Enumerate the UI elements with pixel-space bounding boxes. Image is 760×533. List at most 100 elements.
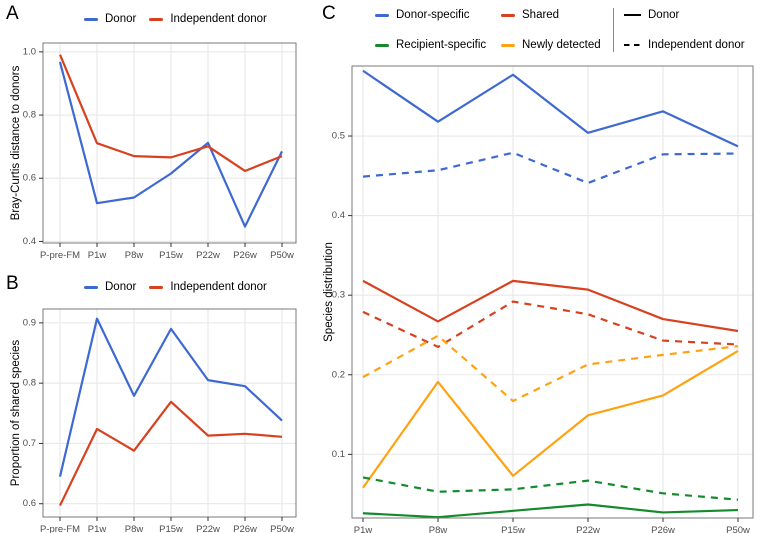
legend-label-linetype-donor: Donor — [648, 9, 680, 21]
series-line-newly-detected-donor — [362, 349, 739, 489]
legend-key-donor-specific — [375, 13, 389, 17]
legend-label-independent-donor: Independent donor — [170, 13, 267, 25]
x-tick-label: P-pre-FM — [40, 524, 80, 533]
legend-label-shared: Shared — [522, 9, 560, 21]
y-tick-label: 0.7 — [23, 438, 36, 449]
panel-c-legend: Donor-specific Recipient-specific Shared Ne… — [375, 8, 745, 52]
panel-a: A Donor Independent donor Bray-Curtis dis… — [0, 0, 315, 266]
y-tick-label: 0.8 — [23, 378, 36, 389]
legend-label-donor: Donor — [105, 13, 137, 25]
legend-item-donor-specific: Donor-specific — [375, 9, 501, 21]
x-tick-label: P1w — [88, 250, 107, 261]
x-tick-label: P26w — [651, 525, 675, 533]
legend-label-donor: Donor — [105, 281, 137, 293]
axes: 0.1 0.2 0.3 0.4 0.5 P1w P8w P15w P22w P26w P50w — [332, 131, 750, 533]
series-line-newly-detected-independent-donor — [362, 334, 739, 403]
series-line-donor-specific-donor — [362, 69, 739, 148]
x-tick-label: P26w — [233, 524, 257, 533]
x-tick-label: P1w — [354, 525, 373, 533]
chart-canvas-c: 0.1 0.2 0.3 0.4 0.5 P1w P8w P15w P22w P26w P50w — [332, 65, 754, 533]
legend-color-column-1: Donor-specific Recipient-specific — [375, 8, 501, 52]
series-line-independent-donor — [59, 400, 283, 507]
x-tick-label: P22w — [576, 525, 600, 533]
panel-a-legend: Donor Independent donor — [84, 13, 267, 25]
x-tick-label: P50w — [270, 524, 294, 533]
legend-item-recipient-specific: Recipient-specific — [375, 39, 501, 51]
x-tick-label: P15w — [501, 525, 525, 533]
legend-key-recipient-specific — [375, 43, 389, 47]
legend-key-shared — [501, 13, 515, 17]
y-tick-label: 0.4 — [23, 236, 36, 247]
series-lines — [58, 54, 283, 228]
legend-item-independent-donor: Independent donor — [149, 13, 267, 25]
legend-color-column-2: Shared Newly detected — [501, 8, 613, 52]
series-line-independent-donor — [58, 54, 283, 173]
legend-item-donor: Donor — [84, 13, 136, 25]
panel-c-label: C — [322, 3, 336, 24]
y-tick-label: 0.1 — [332, 449, 345, 460]
legend-linetype-column: Donor Independent donor — [614, 8, 745, 52]
y-tick-label: 0.4 — [332, 210, 345, 221]
legend-item-independent-donor: Independent donor — [149, 281, 267, 293]
panel-b-legend: Donor Independent donor — [84, 281, 267, 293]
x-tick-label: P50w — [270, 250, 294, 261]
y-tick-label: 0.3 — [332, 290, 345, 301]
series-line-donor-specific-independent-donor — [362, 151, 739, 185]
y-tick-label: 0.6 — [23, 498, 36, 509]
axes: 0.4 0.6 0.8 1.0 P-pre-FM P1w P8w P15w P22w P26w P5… — [23, 46, 294, 261]
x-tick-label: P1w — [88, 524, 107, 533]
series-lines — [58, 317, 283, 507]
legend-key-independent-donor — [149, 17, 164, 21]
chart-canvas-a: 0.4 0.6 0.8 1.0 P-pre-FM P1w P8w P15w P22w P26w P5… — [23, 42, 297, 261]
legend-item-linetype-donor: Donor — [624, 9, 745, 21]
legend-key-linetype-donor — [624, 13, 641, 17]
series-line-donor — [58, 317, 283, 477]
x-tick-label: P26w — [233, 250, 257, 261]
legend-item-linetype-independent-donor: Independent donor — [624, 39, 745, 51]
axes: 0.6 0.7 0.8 0.9 P-pre-FM P1w P8w P15w P22w P26w P5… — [23, 317, 294, 533]
x-tick-label: P8w — [429, 525, 448, 533]
panel-b-label: B — [6, 273, 19, 294]
legend-key-newly-detected — [501, 43, 515, 47]
panel-a-label: A — [6, 3, 19, 24]
legend-divider — [613, 8, 614, 52]
y-tick-label: 0.8 — [23, 110, 36, 121]
legend-item-newly-detected: Newly detected — [501, 39, 613, 51]
y-tick-label: 1.0 — [23, 46, 36, 57]
legend-label-newly-detected: Newly detected — [522, 39, 601, 51]
legend-item-shared: Shared — [501, 9, 613, 21]
x-tick-label: P22w — [196, 524, 220, 533]
series-line-recipient-specific-donor — [362, 503, 739, 519]
x-tick-label: P8w — [125, 250, 144, 261]
legend-label-donor-specific: Donor-specific — [396, 9, 470, 21]
series-line-shared-donor — [362, 279, 739, 333]
gridlines — [352, 66, 753, 518]
y-tick-label: 0.2 — [332, 369, 345, 380]
y-tick-label: 0.6 — [23, 173, 36, 184]
series-line-recipient-specific-independent-donor — [362, 476, 739, 501]
x-tick-label: P50w — [726, 525, 750, 533]
x-tick-label: P8w — [125, 524, 144, 533]
x-tick-label: P15w — [159, 524, 183, 533]
panel-c: C Donor-specific Recipient-specific Shared… — [315, 0, 760, 533]
legend-key-donor — [84, 17, 98, 21]
legend-label-independent-donor: Independent donor — [170, 281, 267, 293]
x-tick-label: P15w — [159, 250, 183, 261]
panel-b: B Donor Independent donor Proportion of s… — [0, 268, 315, 533]
gridlines — [43, 309, 296, 517]
chart-canvas-b: 0.6 0.7 0.8 0.9 P-pre-FM P1w P8w P15w P22w P26w P5… — [23, 308, 297, 533]
panel-border — [42, 308, 297, 518]
legend-label-recipient-specific: Recipient-specific — [396, 39, 487, 51]
legend-key-linetype-independent-donor — [624, 43, 641, 47]
y-tick-label: 0.9 — [23, 317, 36, 328]
panel-border — [42, 42, 297, 244]
legend-key-donor — [84, 285, 98, 289]
x-tick-label: P-pre-FM — [40, 250, 80, 261]
legend-key-independent-donor — [149, 285, 164, 289]
series-line-shared-independent-donor — [362, 300, 739, 349]
x-tick-label: P22w — [196, 250, 220, 261]
y-tick-label: 0.5 — [332, 131, 345, 142]
panel-border — [351, 65, 754, 519]
series-line-donor — [58, 61, 283, 228]
series-lines — [362, 69, 739, 519]
